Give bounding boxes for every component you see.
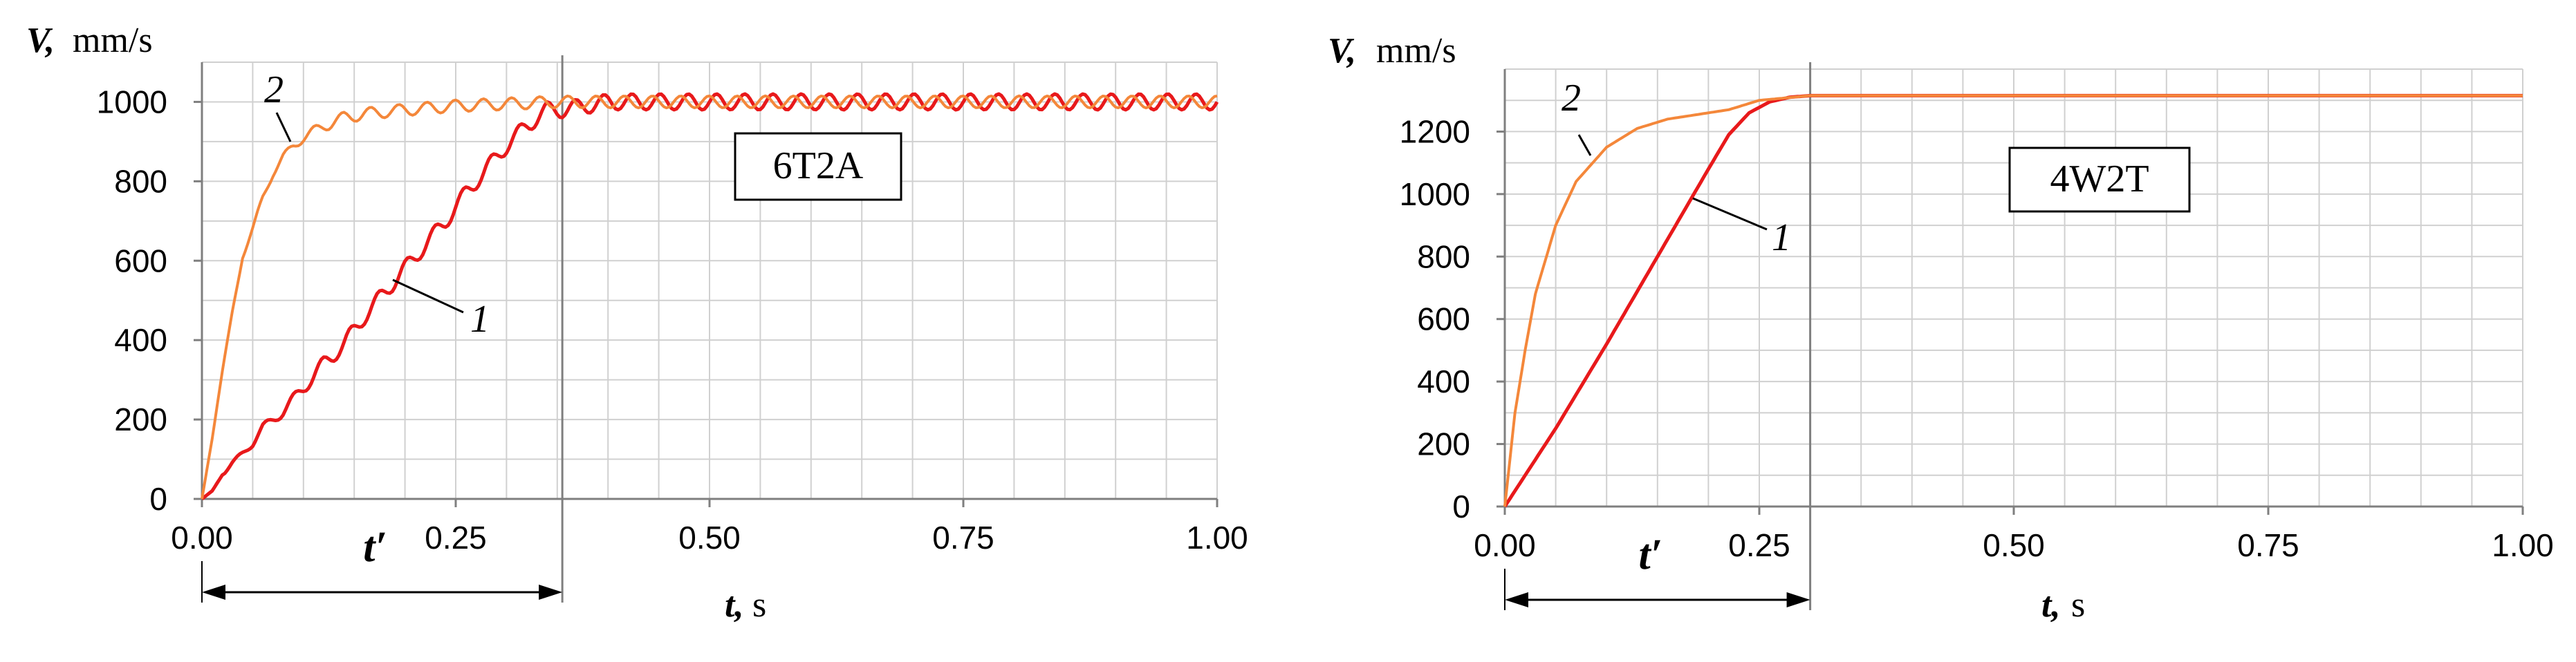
chart-6t2a-xlabel-unit: s xyxy=(752,585,766,625)
chart-6t2a-grid xyxy=(201,62,1218,500)
chart-6t2a-callout-2-label: 2 xyxy=(264,68,284,111)
chart-4w2t-y-tick-label: 1000 xyxy=(1400,176,1470,212)
chart-6t2a-title: 6T2A xyxy=(773,144,864,187)
chart-6t2a: 0.00 0.25 0.50 0.75 1.00 0 200 400 600 800 1000 V,… xyxy=(26,21,1248,625)
chart-4w2t-y-tick-label: 1200 xyxy=(1400,113,1470,149)
chart-4w2t-tprime: t′ xyxy=(1504,531,1810,610)
chart-4w2t-y-tick-label: 200 xyxy=(1417,426,1470,462)
chart-6t2a-callouts: 2 1 xyxy=(264,68,490,341)
chart-6t2a-x-tick-label: 1.00 xyxy=(1186,520,1248,556)
chart-4w2t-tprime-label: t′ xyxy=(1638,531,1662,578)
chart-4w2t-ylabel-unit: mm/s xyxy=(1376,31,1456,70)
chart-4w2t-x-tick-label: 0.25 xyxy=(1728,527,1790,563)
chart-4w2t-y-tick-label: 600 xyxy=(1417,301,1470,337)
chart-4w2t-ylabel-symbol: V, xyxy=(1328,31,1356,70)
chart-4w2t-tprime-arrowhead-left xyxy=(1505,592,1528,607)
chart-6t2a-series-2-line xyxy=(201,94,1218,500)
chart-6t2a-tprime-label: t′ xyxy=(363,524,387,571)
chart-4w2t-callout-2-label: 2 xyxy=(1562,77,1581,120)
chart-6t2a-callout-2-leader xyxy=(275,112,292,142)
chart-4w2t-y-tick-label: 0 xyxy=(1452,489,1470,524)
chart-4w2t-title-box: 4W2T xyxy=(2008,146,2191,213)
chart-4w2t-xlabel-unit: s xyxy=(2071,585,2085,625)
chart-4w2t-callout-1-label: 1 xyxy=(1772,216,1791,259)
chart-4w2t-series xyxy=(1503,93,2523,508)
chart-6t2a-callout-1-label: 1 xyxy=(470,298,490,341)
chart-6t2a-y-tick-label: 800 xyxy=(114,163,167,199)
chart-6t2a-y-tick-label: 400 xyxy=(114,322,167,358)
chart-4w2t-callout-2-leader xyxy=(1577,134,1592,156)
chart-6t2a-x-tick-label: 0.25 xyxy=(425,520,487,556)
chart-6t2a-series-1-line xyxy=(201,92,1219,500)
chart-4w2t-grid xyxy=(1504,68,2523,507)
chart-4w2t-x-tick-label: 0.00 xyxy=(1474,527,1536,563)
chart-6t2a-y-tick-label: 0 xyxy=(149,481,167,517)
chart-4w2t: 0.00 0.25 0.50 0.75 1.00 0 200 400 600 800 1000 120… xyxy=(1328,31,2554,625)
chart-4w2t-callouts: 2 1 xyxy=(1562,77,1791,259)
chart-4w2t-series-2-line xyxy=(1503,94,2523,507)
chart-6t2a-ticks: 0.00 0.25 0.50 0.75 1.00 0 200 400 600 800 1000 xyxy=(97,84,1248,556)
chart-6t2a-y-tick-label: 1000 xyxy=(97,84,167,120)
chart-4w2t-y-tick-label: 400 xyxy=(1417,363,1470,399)
chart-6t2a-x-tick-label: 0.75 xyxy=(932,520,994,556)
chart-6t2a-xlabel-symbol: t, xyxy=(725,585,743,625)
chart-4w2t-x-tick-label: 0.75 xyxy=(2237,527,2299,563)
chart-6t2a-callout-1-leader xyxy=(392,278,464,314)
chart-6t2a-x-tick-label: 0.50 xyxy=(678,520,741,556)
chart-6t2a-x-tick-label: 0.00 xyxy=(171,520,233,556)
chart-6t2a-tprime: t′ xyxy=(201,524,563,603)
chart-6t2a-series xyxy=(201,92,1219,500)
chart-6t2a-tprime-arrowhead-left xyxy=(202,585,225,600)
chart-4w2t-xlabel-symbol: t, xyxy=(2041,585,2060,625)
chart-6t2a-y-tick-label: 600 xyxy=(114,243,167,278)
chart-4w2t-tprime-arrowhead-right xyxy=(1786,592,1810,607)
chart-4w2t-ticks: 0.00 0.25 0.50 0.75 1.00 0 200 400 600 800 1000 120… xyxy=(1400,113,2554,563)
chart-4w2t-x-tick-label: 1.00 xyxy=(2492,527,2554,563)
chart-4w2t-x-tick-label: 0.50 xyxy=(1983,527,2045,563)
chart-4w2t-callout-1-leader xyxy=(1692,197,1768,231)
chart-4w2t-title: 4W2T xyxy=(2050,158,2149,200)
chart-6t2a-ylabel-unit: mm/s xyxy=(73,21,153,60)
chart-4w2t-y-tick-label: 800 xyxy=(1417,238,1470,274)
chart-6t2a-tprime-arrowhead-right xyxy=(539,585,563,600)
chart-6t2a-y-tick-label: 200 xyxy=(114,401,167,437)
chart-6t2a-title-box: 6T2A xyxy=(734,132,902,201)
chart-6t2a-ylabel-symbol: V, xyxy=(26,21,55,60)
